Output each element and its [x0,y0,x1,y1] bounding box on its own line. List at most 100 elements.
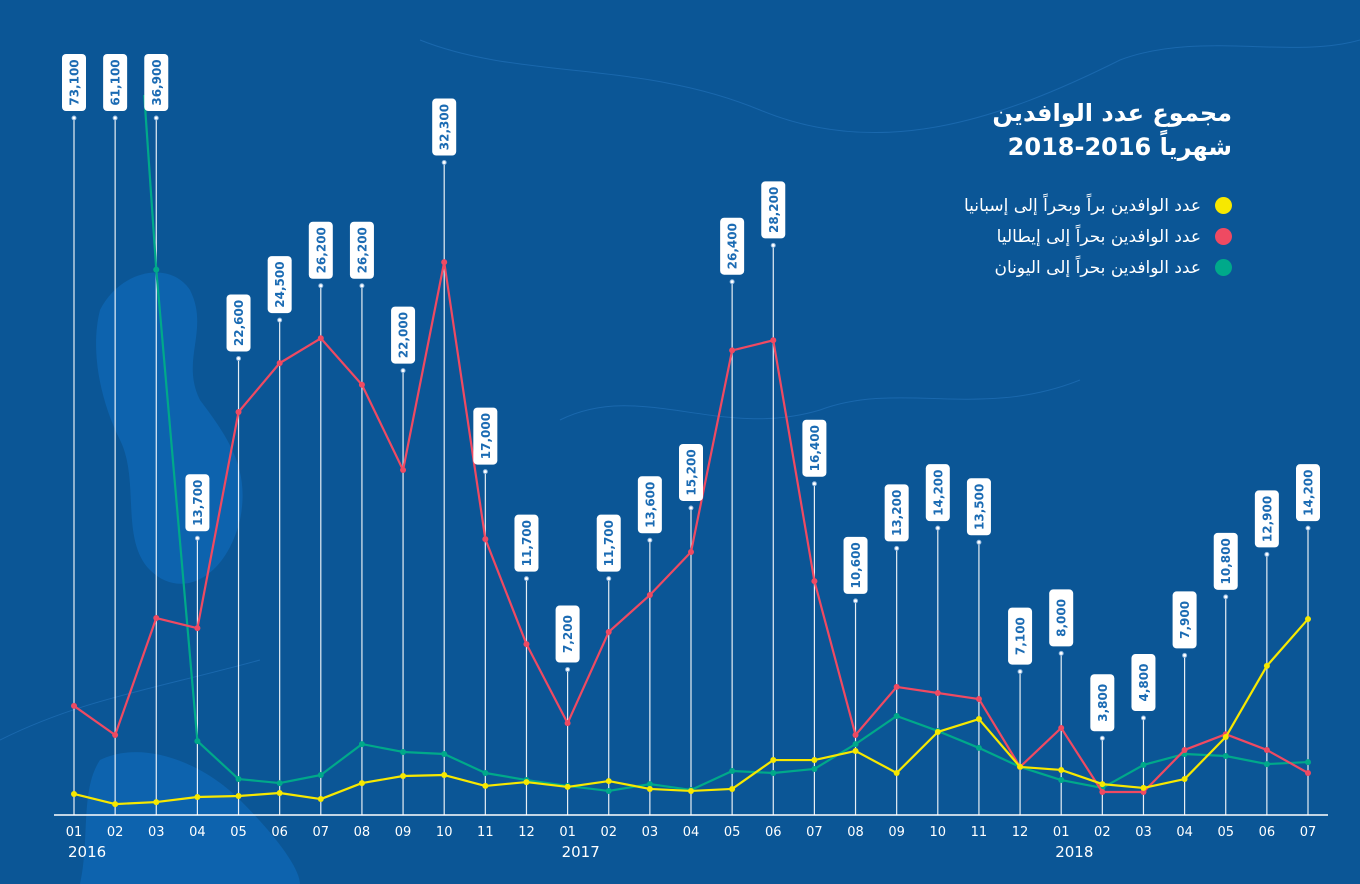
data-point [1222,734,1229,741]
data-point [893,713,900,720]
legend-label: عدد الوافدين بحراً إلى إيطاليا [996,226,1201,247]
data-point [1058,766,1065,773]
data-point [317,335,324,342]
data-point [852,741,859,748]
total-pin [565,667,571,673]
x-tick-label: 04 [683,825,700,840]
x-tick-label: 03 [642,825,659,840]
total-pin [1223,594,1229,600]
total-label-box [679,443,703,501]
data-point [770,769,777,776]
x-tick-label: 08 [847,825,864,840]
data-point [646,592,653,599]
x-tick-label: 05 [1217,825,1234,840]
x-tick-label: 05 [724,825,741,840]
data-point [770,337,777,344]
data-point [1058,777,1065,784]
total-pin [359,283,365,289]
total-pin [153,115,159,121]
data-point [1305,759,1311,766]
data-point [770,757,777,764]
data-point [523,779,530,786]
total-label: 13,200 [890,490,904,536]
chart-title-block: مجموع عدد الوافدين شهرياً 2016-2018 [992,96,1232,164]
x-tick-label: 01 [66,825,83,840]
data-point [811,757,818,764]
total-pin [770,242,776,248]
total-pin [236,355,242,361]
data-point [893,769,900,776]
total-label-box [1296,464,1320,522]
x-tick-label: 12 [518,825,535,840]
total-pin [1099,735,1105,741]
total-label: 28,200 [767,187,781,233]
total-pin [441,160,447,166]
total-label: 4,800 [1137,664,1151,702]
data-point [605,787,612,794]
data-point [523,641,530,648]
total-label: 17,000 [479,413,493,459]
x-tick-label: 07 [806,825,823,840]
data-point [729,767,736,774]
total-label-box [843,536,868,594]
data-point [441,259,448,266]
data-point [194,738,201,745]
total-label-box [185,474,210,532]
total-label: 22,000 [397,312,411,358]
total-label-box [925,464,950,522]
total-label: 26,200 [314,227,328,273]
data-point [317,772,324,779]
data-point [112,801,119,808]
x-tick-label: 12 [1012,825,1029,840]
data-point [975,744,982,751]
x-tick-label: 06 [271,825,288,840]
total-label: 73,100 [68,59,82,105]
data-point [400,773,407,780]
legend-swatch-green [1215,259,1232,276]
data-point [852,747,859,754]
total-label-box [514,514,539,572]
total-pin [647,537,653,543]
total-pin [811,481,817,487]
data-point [441,772,448,779]
data-point [934,689,941,696]
x-tick-label: 01 [559,825,576,840]
x-tick-label: 03 [1135,825,1152,840]
data-point [1099,788,1106,795]
total-pin [729,279,735,285]
total-label: 14,200 [931,470,945,516]
legend-item-italy: عدد الوافدين بحراً إلى إيطاليا [964,221,1232,252]
total-pin [894,545,900,551]
total-pin [935,525,941,531]
total-label: 10,800 [1219,538,1233,584]
total-label: 10,600 [849,542,863,588]
data-point [811,578,818,585]
data-point [400,466,407,473]
series-1 [71,259,1311,795]
total-label-box [391,306,416,364]
chart-title: مجموع عدد الوافدين [992,99,1232,127]
total-label: 11,700 [602,520,616,566]
data-point [71,702,77,709]
x-tick-label: 07 [1300,825,1317,840]
data-point [276,780,283,787]
total-label: 3,800 [1096,684,1110,722]
data-point [729,347,736,354]
total-pin [1305,525,1311,531]
data-point [688,787,694,794]
x-tick-label: 09 [395,825,412,840]
data-point [235,409,242,416]
data-point [358,780,365,787]
data-point [153,615,160,622]
data-point [71,790,77,797]
total-label-box [1131,654,1156,712]
data-point [194,625,201,632]
x-tick-label: 08 [354,825,371,840]
data-point [605,778,612,785]
data-point [1099,781,1106,788]
year-label: 2018 [1055,843,1093,861]
data-point [276,789,283,796]
x-tick-label: 10 [930,825,947,840]
